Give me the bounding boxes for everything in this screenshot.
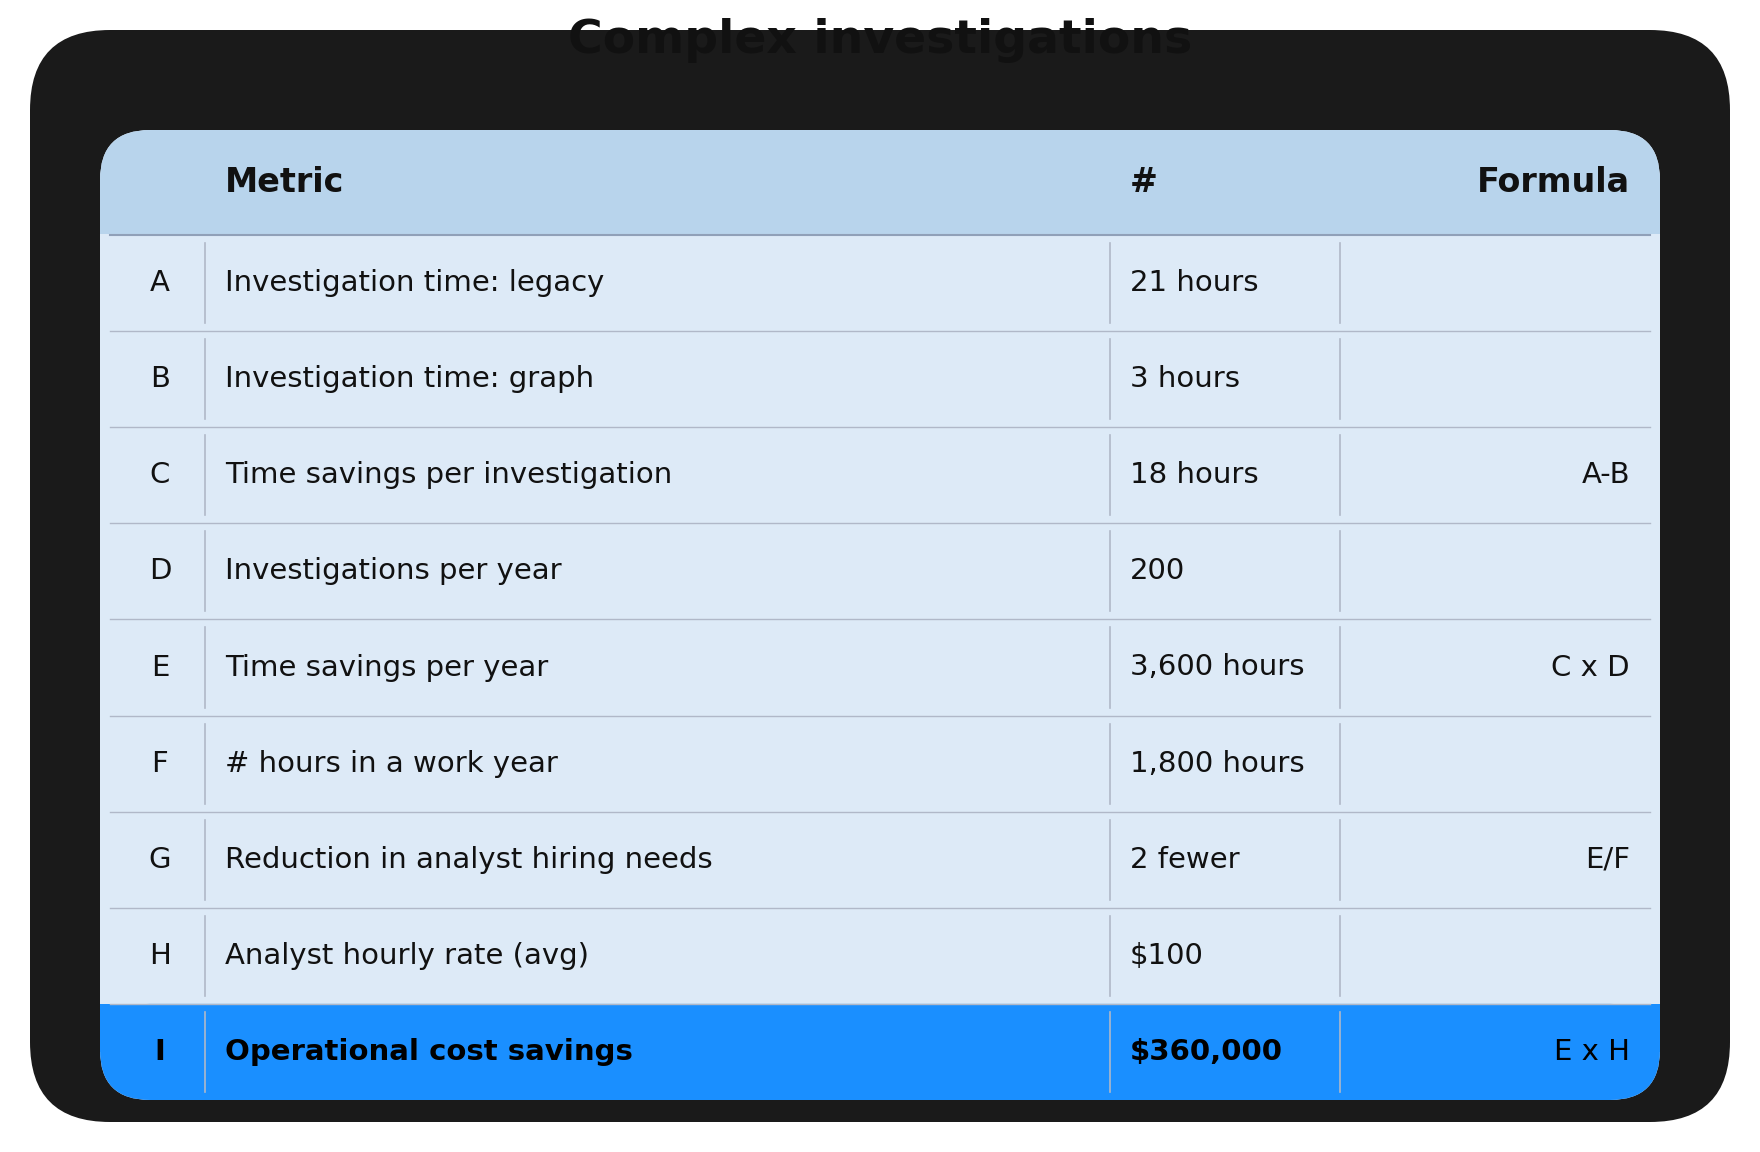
Text: #: # [1130,166,1158,199]
Text: Investigation time: legacy: Investigation time: legacy [225,270,604,297]
Text: 3 hours: 3 hours [1130,365,1241,393]
FancyBboxPatch shape [100,130,1660,235]
Text: E: E [151,653,169,682]
Text: Formula: Formula [1477,166,1630,199]
Text: D: D [150,558,171,585]
Text: H: H [150,942,171,970]
Text: F: F [151,750,169,778]
Text: Reduction in analyst hiring needs: Reduction in analyst hiring needs [225,846,713,873]
Text: Operational cost savings: Operational cost savings [225,1038,634,1066]
Text: 3,600 hours: 3,600 hours [1130,653,1304,682]
Text: Metric: Metric [225,166,345,199]
Text: E x H: E x H [1554,1038,1630,1066]
Text: 18 hours: 18 hours [1130,461,1258,490]
Text: Analyst hourly rate (avg): Analyst hourly rate (avg) [225,942,590,970]
Text: 200: 200 [1130,558,1184,585]
FancyBboxPatch shape [100,130,1660,1100]
Text: A-B: A-B [1582,461,1630,490]
Text: Investigation time: graph: Investigation time: graph [225,365,595,393]
Bar [100,1003,1660,1052]
FancyBboxPatch shape [30,30,1730,1122]
Text: Investigations per year: Investigations per year [225,558,561,585]
Text: Complex investigations: Complex investigations [568,18,1192,63]
Bar [100,182,1660,234]
Text: E/F: E/F [1586,846,1630,873]
Text: $100: $100 [1130,942,1204,970]
Text: 1,800 hours: 1,800 hours [1130,750,1304,778]
Text: 2 fewer: 2 fewer [1130,846,1239,873]
Text: $360,000: $360,000 [1130,1038,1283,1066]
Text: G: G [150,846,171,873]
Text: 21 hours: 21 hours [1130,270,1258,297]
Text: I: I [155,1038,165,1066]
FancyBboxPatch shape [100,1003,1660,1100]
Text: A: A [150,270,171,297]
Text: C x D: C x D [1551,653,1630,682]
Text: B: B [150,365,171,393]
Text: C: C [150,461,171,490]
Text: Time savings per investigation: Time savings per investigation [225,461,672,490]
Text: Time savings per year: Time savings per year [225,653,549,682]
Text: # hours in a work year: # hours in a work year [225,750,558,778]
